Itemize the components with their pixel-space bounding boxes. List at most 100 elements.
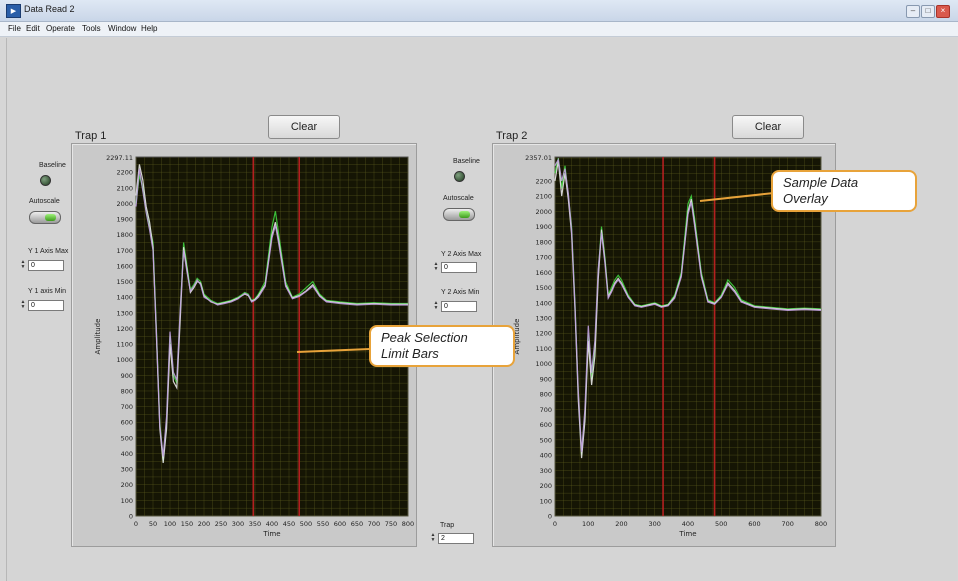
y-tick-label: 700 xyxy=(121,403,133,411)
x-tick-label: 100 xyxy=(164,520,176,528)
clear-button-trap1[interactable]: Clear xyxy=(268,115,340,139)
y-tick-label: 1700 xyxy=(116,247,133,255)
y-max-label: 2357.01 xyxy=(525,154,552,162)
title-bar: ▶ Data Read 2 – □ × xyxy=(0,0,958,22)
y-tick-label: 1200 xyxy=(116,325,133,333)
y2-axis-min-label: Y 2 Axis Min xyxy=(441,289,480,296)
x-tick-label: 800 xyxy=(402,520,414,528)
spinner-icon[interactable]: ▲ ▼ xyxy=(430,532,436,543)
x-axis-label: Time xyxy=(262,530,280,538)
trap1-chart[interactable]: 0 50 100 150 200 250 300 350 400 450 500 550 600 650 7… xyxy=(72,144,416,546)
y1-axis-min-input[interactable]: 0 xyxy=(28,300,64,311)
y2-axis-max-label: Y 2 Axis Max xyxy=(441,251,482,258)
x-tick-label: 600 xyxy=(748,520,760,528)
trap2-title: Trap 2 xyxy=(496,130,528,142)
autoscale-label-1: Autoscale xyxy=(29,198,60,205)
trap-selector-input[interactable]: 2 xyxy=(438,533,474,544)
y-tick-label: 1600 xyxy=(535,269,552,277)
baseline-label-1: Baseline xyxy=(39,162,66,169)
peak-selection-callout: Peak Selection Limit Bars xyxy=(369,325,515,367)
x-tick-label: 0 xyxy=(134,520,138,528)
trap2-graph-panel: 0 100 200 300 400 500 600 700 800 0 100 200 300 400 50… xyxy=(492,143,836,547)
y-tick-label: 0 xyxy=(129,513,133,521)
y-tick-label: 800 xyxy=(121,387,133,395)
x-tick-label: 200 xyxy=(615,520,627,528)
close-button[interactable]: × xyxy=(936,5,950,18)
y-tick-label: 2000 xyxy=(535,208,552,216)
baseline-led-2 xyxy=(454,171,465,182)
y-axis-label: Amplitude xyxy=(94,319,102,355)
data-series-line xyxy=(554,157,822,453)
y-tick-label: 1200 xyxy=(535,330,552,338)
x-tick-label: 550 xyxy=(317,520,329,528)
spinner-icon[interactable]: ▲ ▼ xyxy=(433,300,439,311)
y-tick-label: 1800 xyxy=(116,231,133,239)
toggle-knob xyxy=(459,211,470,218)
y1-axis-max-input[interactable]: 0 xyxy=(28,260,64,271)
y-tick-label: 600 xyxy=(540,421,552,429)
autoscale-toggle-2[interactable] xyxy=(443,208,475,221)
x-tick-label: 50 xyxy=(149,520,157,528)
y-tick-label: 2100 xyxy=(116,184,133,192)
trap2-chart[interactable]: 0 100 200 300 400 500 600 700 800 0 100 200 300 400 50… xyxy=(493,144,835,546)
spinner-icon[interactable]: ▲ ▼ xyxy=(20,299,26,310)
y-tick-label: 1000 xyxy=(116,356,133,364)
y-tick-label: 2200 xyxy=(116,169,133,177)
y-tick-label: 700 xyxy=(540,406,552,414)
x-tick-label: 150 xyxy=(181,520,193,528)
spinner-icon[interactable]: ▲ ▼ xyxy=(20,259,26,270)
labview-app-icon: ▶ xyxy=(6,4,21,18)
y-tick-label: 0 xyxy=(548,513,552,521)
y-tick-label: 900 xyxy=(121,372,133,380)
x-tick-label: 500 xyxy=(300,520,312,528)
y-tick-label: 1900 xyxy=(116,216,133,224)
y-tick-label: 500 xyxy=(121,434,133,442)
menu-edit[interactable]: Edit xyxy=(26,24,40,33)
y-tick-label: 1300 xyxy=(116,309,133,317)
x-tick-label: 700 xyxy=(782,520,794,528)
menu-operate[interactable]: Operate xyxy=(46,24,75,33)
x-tick-label: 250 xyxy=(215,520,227,528)
maximize-button[interactable]: □ xyxy=(921,5,935,18)
y-axis-label: Amplitude xyxy=(513,319,521,355)
y-tick-label: 1000 xyxy=(535,360,552,368)
y-tick-label: 400 xyxy=(540,452,552,460)
menu-tools[interactable]: Tools xyxy=(82,24,101,33)
x-tick-label: 400 xyxy=(266,520,278,528)
y2-axis-min-input[interactable]: 0 xyxy=(441,301,477,312)
y-tick-label: 300 xyxy=(540,467,552,475)
y-tick-label: 1900 xyxy=(535,223,552,231)
y-tick-label: 1500 xyxy=(116,278,133,286)
y-tick-label: 1500 xyxy=(535,284,552,292)
y-tick-label: 1100 xyxy=(116,341,133,349)
y-tick-label: 1700 xyxy=(535,254,552,262)
spinner-icon[interactable]: ▲ ▼ xyxy=(433,261,439,272)
minimize-button[interactable]: – xyxy=(906,5,920,18)
y1-axis-max-label: Y 1 Axis Max xyxy=(28,248,69,255)
trap1-graph-panel: 0 50 100 150 200 250 300 350 400 450 500 550 600 650 7… xyxy=(71,143,417,547)
autoscale-toggle-1[interactable] xyxy=(29,211,61,224)
y-tick-label: 200 xyxy=(121,481,133,489)
data-series-line xyxy=(135,169,408,457)
y-tick-label: 800 xyxy=(540,391,552,399)
baseline-led-1 xyxy=(40,175,51,186)
y-tick-label: 900 xyxy=(540,375,552,383)
x-tick-label: 700 xyxy=(368,520,380,528)
x-tick-label: 0 xyxy=(553,520,557,528)
sample-data-overlay-callout: Sample Data Overlay xyxy=(771,170,917,212)
x-tick-label: 500 xyxy=(715,520,727,528)
y-tick-label: 100 xyxy=(121,497,133,505)
y-tick-label: 100 xyxy=(540,497,552,505)
clear-button-trap2[interactable]: Clear xyxy=(732,115,804,139)
menu-window[interactable]: Window xyxy=(108,24,137,33)
menu-help[interactable]: Help xyxy=(141,24,158,33)
menu-file[interactable]: File xyxy=(8,24,21,33)
callout-line-1: Peak Selection xyxy=(381,330,468,345)
x-tick-label: 100 xyxy=(582,520,594,528)
y-tick-label: 1400 xyxy=(535,299,552,307)
callout-line-1: Sample Data xyxy=(783,175,859,190)
y2-axis-max-input[interactable]: 0 xyxy=(441,262,477,273)
y-tick-label: 500 xyxy=(540,436,552,444)
y-tick-label: 200 xyxy=(540,482,552,490)
x-tick-label: 600 xyxy=(334,520,346,528)
